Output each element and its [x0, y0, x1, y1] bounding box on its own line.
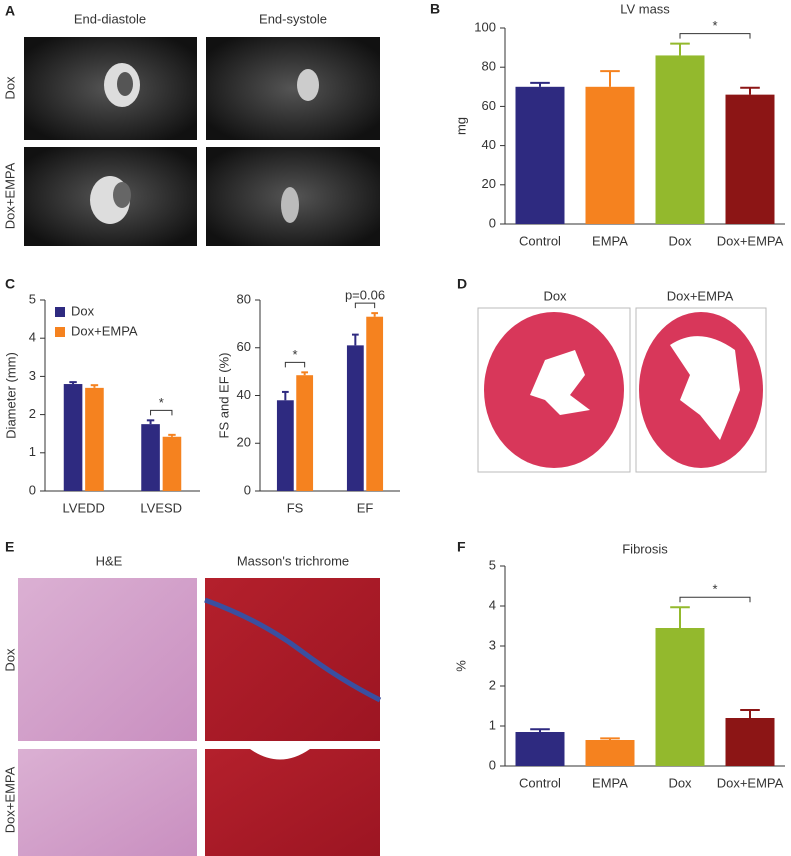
y-tick-label: 20 [237, 435, 251, 450]
bar [276, 400, 294, 491]
y-tick-label: 0 [244, 482, 251, 497]
x-tick-label: Control [519, 233, 561, 248]
bar [85, 387, 104, 491]
x-tick-label: Dox [668, 775, 692, 790]
y-tick-label: 60 [237, 339, 251, 354]
legend-swatch [55, 327, 65, 337]
y-axis-label: Diameter (mm) [3, 352, 18, 439]
column-label: End-diastole [74, 11, 146, 26]
y-axis-label: mg [453, 117, 468, 135]
y-tick-label: 4 [29, 330, 36, 345]
bar [585, 740, 635, 766]
x-tick-label: FS [287, 500, 304, 515]
y-tick-label: 1 [489, 717, 496, 732]
significance-bracket [679, 33, 751, 39]
legend-label: Dox+EMPA [71, 323, 138, 338]
y-tick-label: 5 [489, 557, 496, 572]
column-label: H&E [96, 553, 123, 568]
x-tick-label: EMPA [592, 233, 628, 248]
legend-label: Dox [71, 303, 95, 318]
histology-sections [477, 307, 767, 473]
y-axis-label: FS and EF (%) [216, 353, 231, 439]
bar [162, 436, 182, 491]
bar [346, 345, 364, 491]
y-tick-label: 5 [29, 291, 36, 306]
significance-label: * [712, 18, 717, 33]
significance-label: * [712, 582, 717, 597]
significance-bracket [354, 302, 376, 309]
x-tick-label: Dox+EMPA [717, 775, 784, 790]
bar [515, 732, 565, 766]
y-tick-label: 40 [237, 387, 251, 402]
y-tick-label: 80 [237, 291, 251, 306]
bar [655, 628, 705, 766]
row-label: Dox [2, 648, 17, 672]
x-tick-label: Control [519, 775, 561, 790]
bar [585, 86, 635, 224]
bar [655, 55, 705, 224]
x-tick-label: EF [357, 500, 374, 515]
significance-label: * [292, 347, 297, 362]
panel-letter: D [457, 276, 467, 292]
significance-label: p=0.06 [345, 288, 385, 303]
bar [515, 86, 565, 224]
significance-bracket [284, 361, 306, 368]
x-tick-label: Dox+EMPA [717, 233, 784, 248]
bar [725, 94, 775, 224]
chart-title: Fibrosis [622, 541, 668, 556]
y-tick-label: 60 [482, 98, 496, 113]
panel-letter: C [5, 276, 15, 292]
panel-letter: F [457, 539, 466, 555]
bar [141, 424, 160, 491]
y-tick-label: 80 [482, 59, 496, 74]
bar [366, 316, 384, 491]
panel-letter: E [5, 539, 14, 555]
y-tick-label: 4 [489, 597, 496, 612]
column-label: Dox+EMPA [667, 288, 734, 303]
significance-bracket [150, 409, 173, 416]
y-tick-label: 1 [29, 444, 36, 459]
y-tick-label: 0 [489, 757, 496, 772]
bar [63, 384, 83, 491]
y-tick-label: 3 [489, 637, 496, 652]
chart-title: LV mass [620, 1, 670, 16]
y-tick-label: 2 [29, 406, 36, 421]
x-tick-label: LVESD [140, 500, 182, 515]
column-label: End-systole [259, 11, 327, 26]
stain-images [18, 578, 382, 856]
row-label: Dox+EMPA [2, 162, 17, 229]
panel-letter: B [430, 1, 440, 17]
y-tick-label: 2 [489, 677, 496, 692]
row-label: Dox [2, 76, 17, 100]
y-tick-label: 40 [482, 137, 496, 152]
significance-bracket [679, 596, 751, 603]
y-tick-label: 3 [29, 368, 36, 383]
column-label: Dox [543, 288, 567, 303]
row-label: Dox+EMPA [2, 766, 17, 833]
significance-label: * [159, 395, 164, 410]
x-tick-label: Dox [668, 233, 692, 248]
x-tick-label: EMPA [592, 775, 628, 790]
y-tick-label: 20 [482, 176, 496, 191]
panel-letter: A [5, 3, 15, 19]
bar [725, 718, 775, 766]
y-tick-label: 100 [474, 19, 496, 34]
legend-swatch [55, 307, 65, 317]
y-axis-label: % [453, 660, 468, 672]
x-tick-label: LVEDD [63, 500, 105, 515]
bar [296, 375, 314, 491]
column-label: Masson's trichrome [237, 553, 349, 568]
mri-images [24, 37, 380, 246]
y-tick-label: 0 [29, 482, 36, 497]
y-tick-label: 0 [489, 215, 496, 230]
